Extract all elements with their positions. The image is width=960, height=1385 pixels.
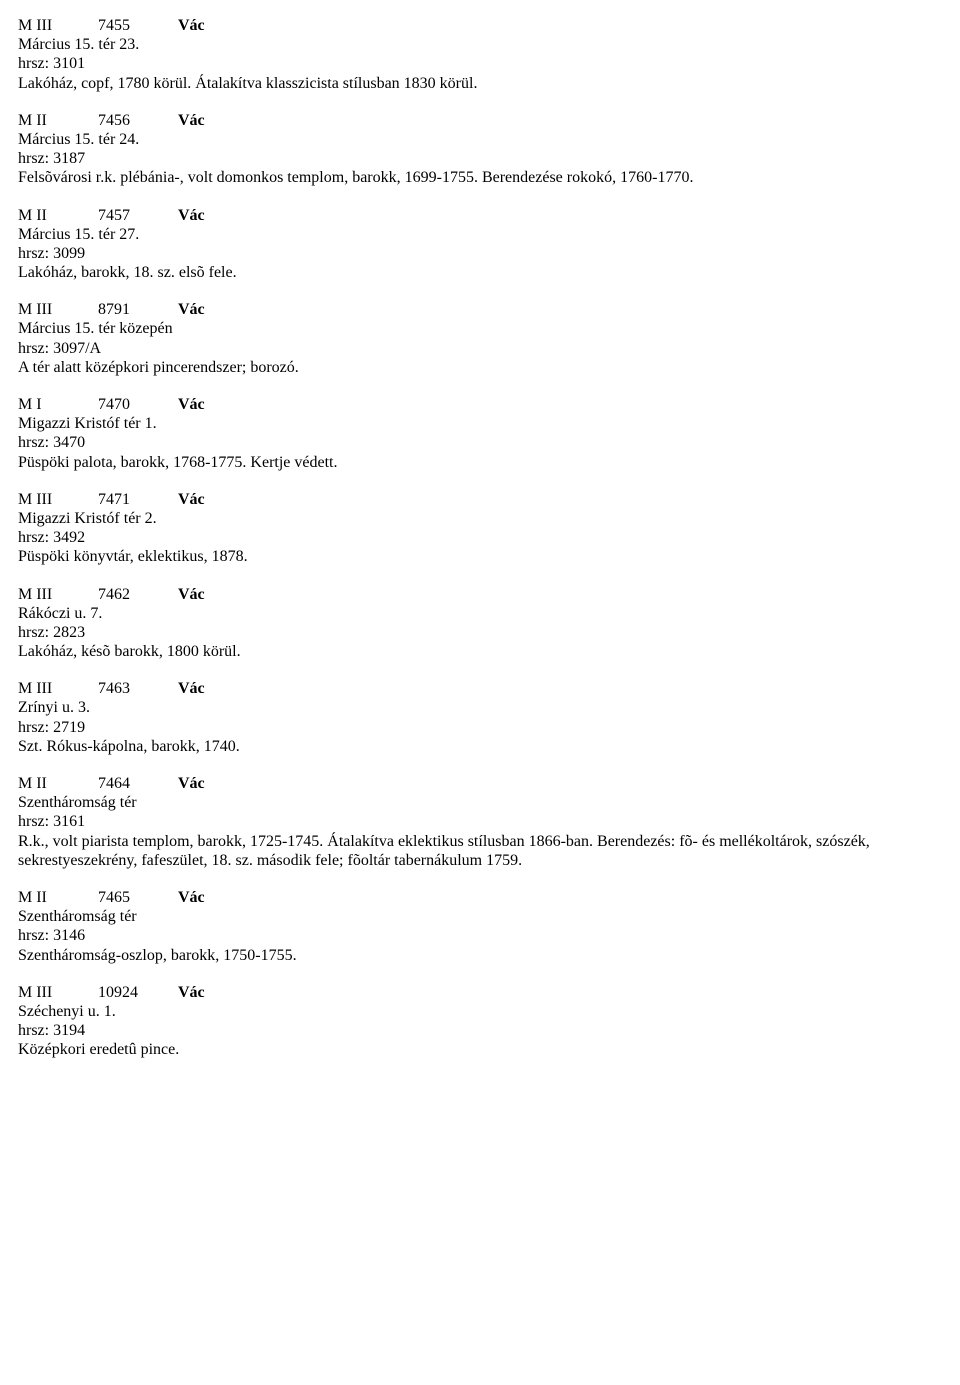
entry: M III10924VácSzéchenyi u. 1.hrsz: 3194Kö… xyxy=(18,983,942,1060)
entry-line: hrsz: 3097/A xyxy=(18,339,942,358)
entry-line: Szentháromság-oszlop, barokk, 1750-1755. xyxy=(18,946,942,965)
entry-category: M II xyxy=(18,111,98,130)
entry: M III7463VácZrínyi u. 3.hrsz: 2719Szt. R… xyxy=(18,679,942,756)
entry-city: Vác xyxy=(178,395,205,414)
entry-category: M II xyxy=(18,774,98,793)
entry-city: Vác xyxy=(178,16,205,35)
entry-line: Március 15. tér 24. xyxy=(18,130,942,149)
entry-category: M III xyxy=(18,585,98,604)
entry-header: M III7462Vác xyxy=(18,585,942,604)
entry-header: M III7471Vác xyxy=(18,490,942,509)
entry-line: Püspöki palota, barokk, 1768-1775. Kertj… xyxy=(18,453,942,472)
entry-line: Középkori eredetû pince. xyxy=(18,1040,942,1059)
entry-line: hrsz: 3146 xyxy=(18,926,942,945)
entry-id: 7457 xyxy=(98,206,178,225)
entry-header: M II7465Vác xyxy=(18,888,942,907)
entry: M III7462VácRákóczi u. 7.hrsz: 2823Lakóh… xyxy=(18,585,942,662)
entry-category: M III xyxy=(18,16,98,35)
entry-line: Szt. Rókus-kápolna, barokk, 1740. xyxy=(18,737,942,756)
entry-line: A tér alatt középkori pincerendszer; bor… xyxy=(18,358,942,377)
entry-id: 7462 xyxy=(98,585,178,604)
entry-city: Vác xyxy=(178,585,205,604)
entry-header: M III7455Vác xyxy=(18,16,942,35)
entry-line: Széchenyi u. 1. xyxy=(18,1002,942,1021)
entry: M III8791VácMárcius 15. tér közepénhrsz:… xyxy=(18,300,942,377)
entry-line: hrsz: 3492 xyxy=(18,528,942,547)
entry-city: Vác xyxy=(178,679,205,698)
entry-line: Püspöki könyvtár, eklektikus, 1878. xyxy=(18,547,942,566)
entry-category: M I xyxy=(18,395,98,414)
entry: M III7455VácMárcius 15. tér 23.hrsz: 310… xyxy=(18,16,942,93)
entry-line: Március 15. tér 27. xyxy=(18,225,942,244)
entry-line: Szentháromság tér xyxy=(18,907,942,926)
entry-header: M II7456Vác xyxy=(18,111,942,130)
entry-id: 7456 xyxy=(98,111,178,130)
entry-city: Vác xyxy=(178,490,205,509)
entry-line: Március 15. tér közepén xyxy=(18,319,942,338)
entry-id: 8791 xyxy=(98,300,178,319)
entry-line: Lakóház, barokk, 18. sz. elsõ fele. xyxy=(18,263,942,282)
entry-city: Vác xyxy=(178,300,205,319)
entry-line: R.k., volt piarista templom, barokk, 172… xyxy=(18,832,942,870)
entry-line: hrsz: 2823 xyxy=(18,623,942,642)
entry-category: M III xyxy=(18,983,98,1002)
entry-id: 7455 xyxy=(98,16,178,35)
entry-category: M III xyxy=(18,490,98,509)
entry-header: M III7463Vác xyxy=(18,679,942,698)
entry-category: M III xyxy=(18,679,98,698)
entry-id: 7464 xyxy=(98,774,178,793)
entry-line: hrsz: 3099 xyxy=(18,244,942,263)
entry-id: 7463 xyxy=(98,679,178,698)
entry: M II7465VácSzentháromság térhrsz: 3146Sz… xyxy=(18,888,942,965)
entry-category: M III xyxy=(18,300,98,319)
entry-line: hrsz: 3194 xyxy=(18,1021,942,1040)
entry-line: Zrínyi u. 3. xyxy=(18,698,942,717)
entry-city: Vác xyxy=(178,206,205,225)
entry-line: hrsz: 3470 xyxy=(18,433,942,452)
entry-id: 10924 xyxy=(98,983,178,1002)
entry-line: Felsõvárosi r.k. plébánia-, volt domonko… xyxy=(18,168,942,187)
entry-category: M II xyxy=(18,206,98,225)
entry-line: hrsz: 3187 xyxy=(18,149,942,168)
entry-line: Migazzi Kristóf tér 2. xyxy=(18,509,942,528)
entry: M I7470VácMigazzi Kristóf tér 1.hrsz: 34… xyxy=(18,395,942,472)
entry: M II7456VácMárcius 15. tér 24.hrsz: 3187… xyxy=(18,111,942,188)
entry-header: M II7457Vác xyxy=(18,206,942,225)
entry-city: Vác xyxy=(178,111,205,130)
entry-id: 7470 xyxy=(98,395,178,414)
document-body: M III7455VácMárcius 15. tér 23.hrsz: 310… xyxy=(18,16,942,1059)
entry-line: hrsz: 3161 xyxy=(18,812,942,831)
entry-id: 7471 xyxy=(98,490,178,509)
entry-line: hrsz: 2719 xyxy=(18,718,942,737)
entry-city: Vác xyxy=(178,983,205,1002)
entry-header: M III10924Vác xyxy=(18,983,942,1002)
entry-header: M I7470Vác xyxy=(18,395,942,414)
entry-header: M II7464Vác xyxy=(18,774,942,793)
entry-city: Vác xyxy=(178,774,205,793)
entry-line: Szentháromság tér xyxy=(18,793,942,812)
entry-category: M II xyxy=(18,888,98,907)
entry-id: 7465 xyxy=(98,888,178,907)
entry-line: Rákóczi u. 7. xyxy=(18,604,942,623)
entry: M II7457VácMárcius 15. tér 27.hrsz: 3099… xyxy=(18,206,942,283)
entry: M III7471VácMigazzi Kristóf tér 2.hrsz: … xyxy=(18,490,942,567)
entry: M II7464VácSzentháromság térhrsz: 3161R.… xyxy=(18,774,942,870)
entry-header: M III8791Vác xyxy=(18,300,942,319)
entry-line: Lakóház, késõ barokk, 1800 körül. xyxy=(18,642,942,661)
entry-city: Vác xyxy=(178,888,205,907)
entry-line: hrsz: 3101 xyxy=(18,54,942,73)
entry-line: Migazzi Kristóf tér 1. xyxy=(18,414,942,433)
entry-line: Lakóház, copf, 1780 körül. Átalakítva kl… xyxy=(18,74,942,93)
entry-line: Március 15. tér 23. xyxy=(18,35,942,54)
